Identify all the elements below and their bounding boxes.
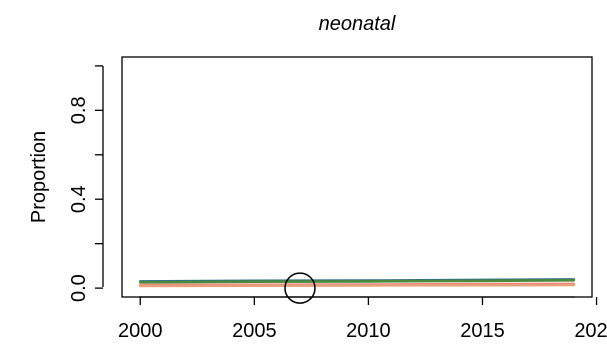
y-axis-label: Proportion [28, 131, 50, 223]
chart-title: neonatal [319, 13, 396, 35]
plot-frame [121, 56, 593, 298]
data-points [284, 272, 316, 304]
x-tick-label: 2010 [346, 320, 391, 342]
data-point-marker [284, 272, 316, 304]
x-tick-label: 2005 [232, 320, 277, 342]
y-axis: 0.0 0.4 0.8 [68, 65, 103, 302]
y-tick-label: 0.0 [68, 274, 90, 302]
x-tick-label: 2000 [118, 320, 163, 342]
x-tick-label: 2015 [460, 320, 505, 342]
y-tick-label: 0.8 [68, 96, 90, 124]
series-line-2 [139, 278, 576, 284]
y-tick-label: 0.4 [68, 185, 90, 213]
series-line-4 [139, 283, 576, 288]
series-lines [139, 278, 576, 288]
